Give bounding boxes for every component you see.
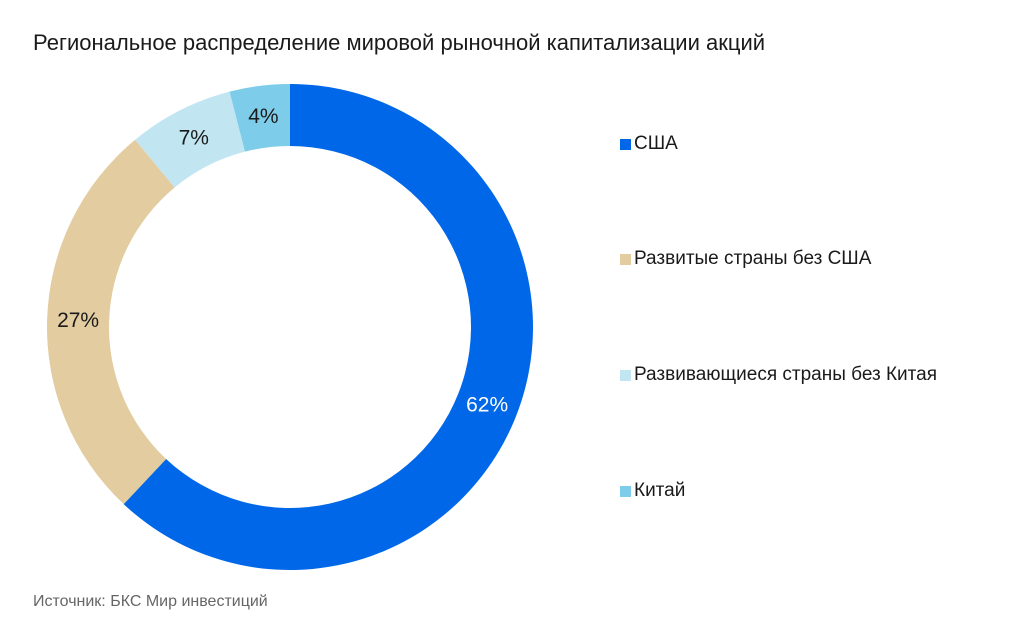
- donut-slices: [46, 84, 533, 570]
- legend-item-china: Китай: [620, 480, 685, 502]
- legend-swatch: [620, 253, 631, 265]
- slice-usa: [123, 84, 533, 570]
- slice-value-label: 7%: [179, 127, 209, 150]
- legend-item-emerging-ex-china: Развивающиеся страны без Китая: [620, 364, 937, 386]
- legend-swatch: [620, 485, 631, 497]
- donut-slice-labels: 62% 27% 7% 4%: [57, 105, 508, 416]
- slice-value-label: 62%: [466, 394, 508, 417]
- legend-swatch: [620, 369, 631, 381]
- slice-emerging-ex-china: [135, 91, 245, 188]
- legend-label: Развитые страны без США: [634, 248, 872, 269]
- legend-item-usa: США: [620, 133, 678, 155]
- slice-value-label: 4%: [248, 105, 278, 128]
- source-note: Источник: БКС Мир инвестиций: [33, 593, 268, 610]
- legend-swatch: [620, 138, 631, 150]
- legend-label: США: [634, 133, 678, 154]
- slice-china: [229, 84, 290, 152]
- legend-label: Китай: [634, 480, 686, 501]
- slice-developed-ex-usa: [46, 139, 175, 505]
- slice-value-label: 27%: [57, 309, 99, 332]
- legend-label: Развивающиеся страны без Китая: [634, 364, 937, 385]
- chart-title: Региональное распределение мировой рыноч…: [33, 30, 766, 55]
- legend-item-developed-ex-usa: Развитые страны без США: [620, 248, 871, 270]
